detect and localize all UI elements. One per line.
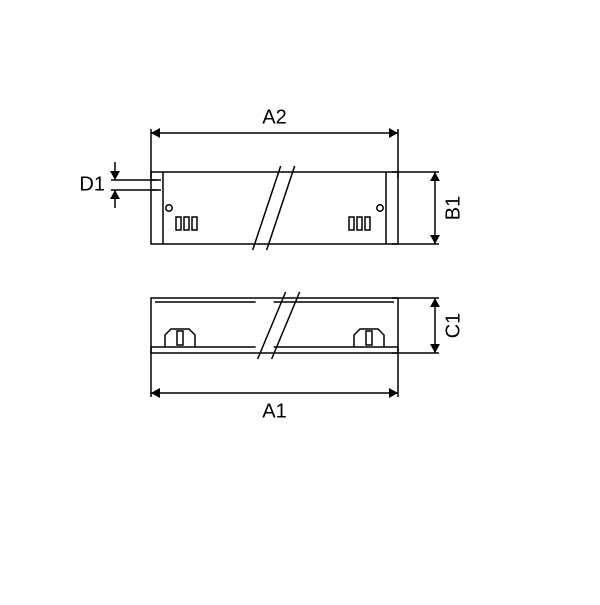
side-view: C1 A1 [151,292,464,422]
svg-text:B1: B1 [442,196,464,220]
svg-text:A1: A1 [262,400,286,422]
svg-text:C1: C1 [442,313,464,339]
top-view: A2 B1 D1 [79,106,464,250]
svg-text:D1: D1 [79,173,105,195]
svg-text:A2: A2 [262,106,286,128]
dimension-drawing: A2 B1 D1 C1 A1 [0,0,600,600]
